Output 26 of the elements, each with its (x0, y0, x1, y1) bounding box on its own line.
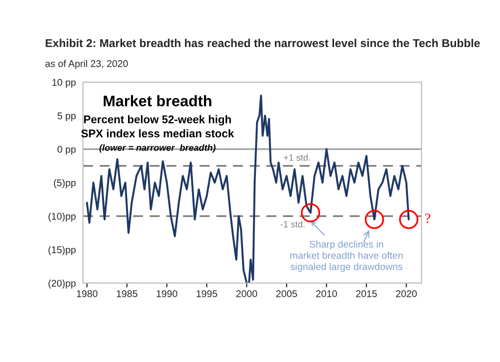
chart-title: Exhibit 2: Market breadth has reached the narrowest level since the Tech Bubble (46, 38, 480, 48)
y-tick-label: (5)pp (54, 179, 76, 188)
x-tick-label: 1990 (156, 290, 178, 298)
ref-line-label: -1 std. (280, 220, 304, 228)
annotation: SPX index less median stock (81, 129, 234, 138)
y-tick-label: 5 pp (58, 112, 76, 122)
x-tick-label: 1980 (76, 290, 98, 298)
x-tick-label: 2010 (316, 290, 337, 298)
x-tick-label: 2000 (236, 290, 258, 298)
annotation: (lower = narrower breadth) (99, 144, 216, 153)
y-tick-label: (10)pp (48, 212, 76, 222)
x-tick-label: 2020 (396, 290, 417, 298)
y-tick-label: (20)pp (48, 280, 76, 289)
y-tick-label: (15)pp (48, 246, 76, 256)
x-tick-label: 2015 (356, 290, 377, 298)
x-tick-label: 1995 (196, 290, 218, 298)
text: ? (425, 214, 430, 223)
annotation: Sharp declines in market breadth have often signaled large drawdowns (290, 240, 403, 272)
y-tick-label: 0 pp (58, 146, 76, 155)
annotation: Percent below 52-week high (84, 115, 231, 126)
chart-subtitle: as of April 23, 2020 (45, 60, 128, 69)
y-tick-label: 10 pp (52, 78, 76, 88)
x-tick-label: 2005 (276, 290, 297, 298)
annotation: Market breadth (104, 95, 212, 106)
x-tick-label: 1985 (116, 290, 138, 298)
ref-line-label: +1 std. (284, 154, 310, 161)
